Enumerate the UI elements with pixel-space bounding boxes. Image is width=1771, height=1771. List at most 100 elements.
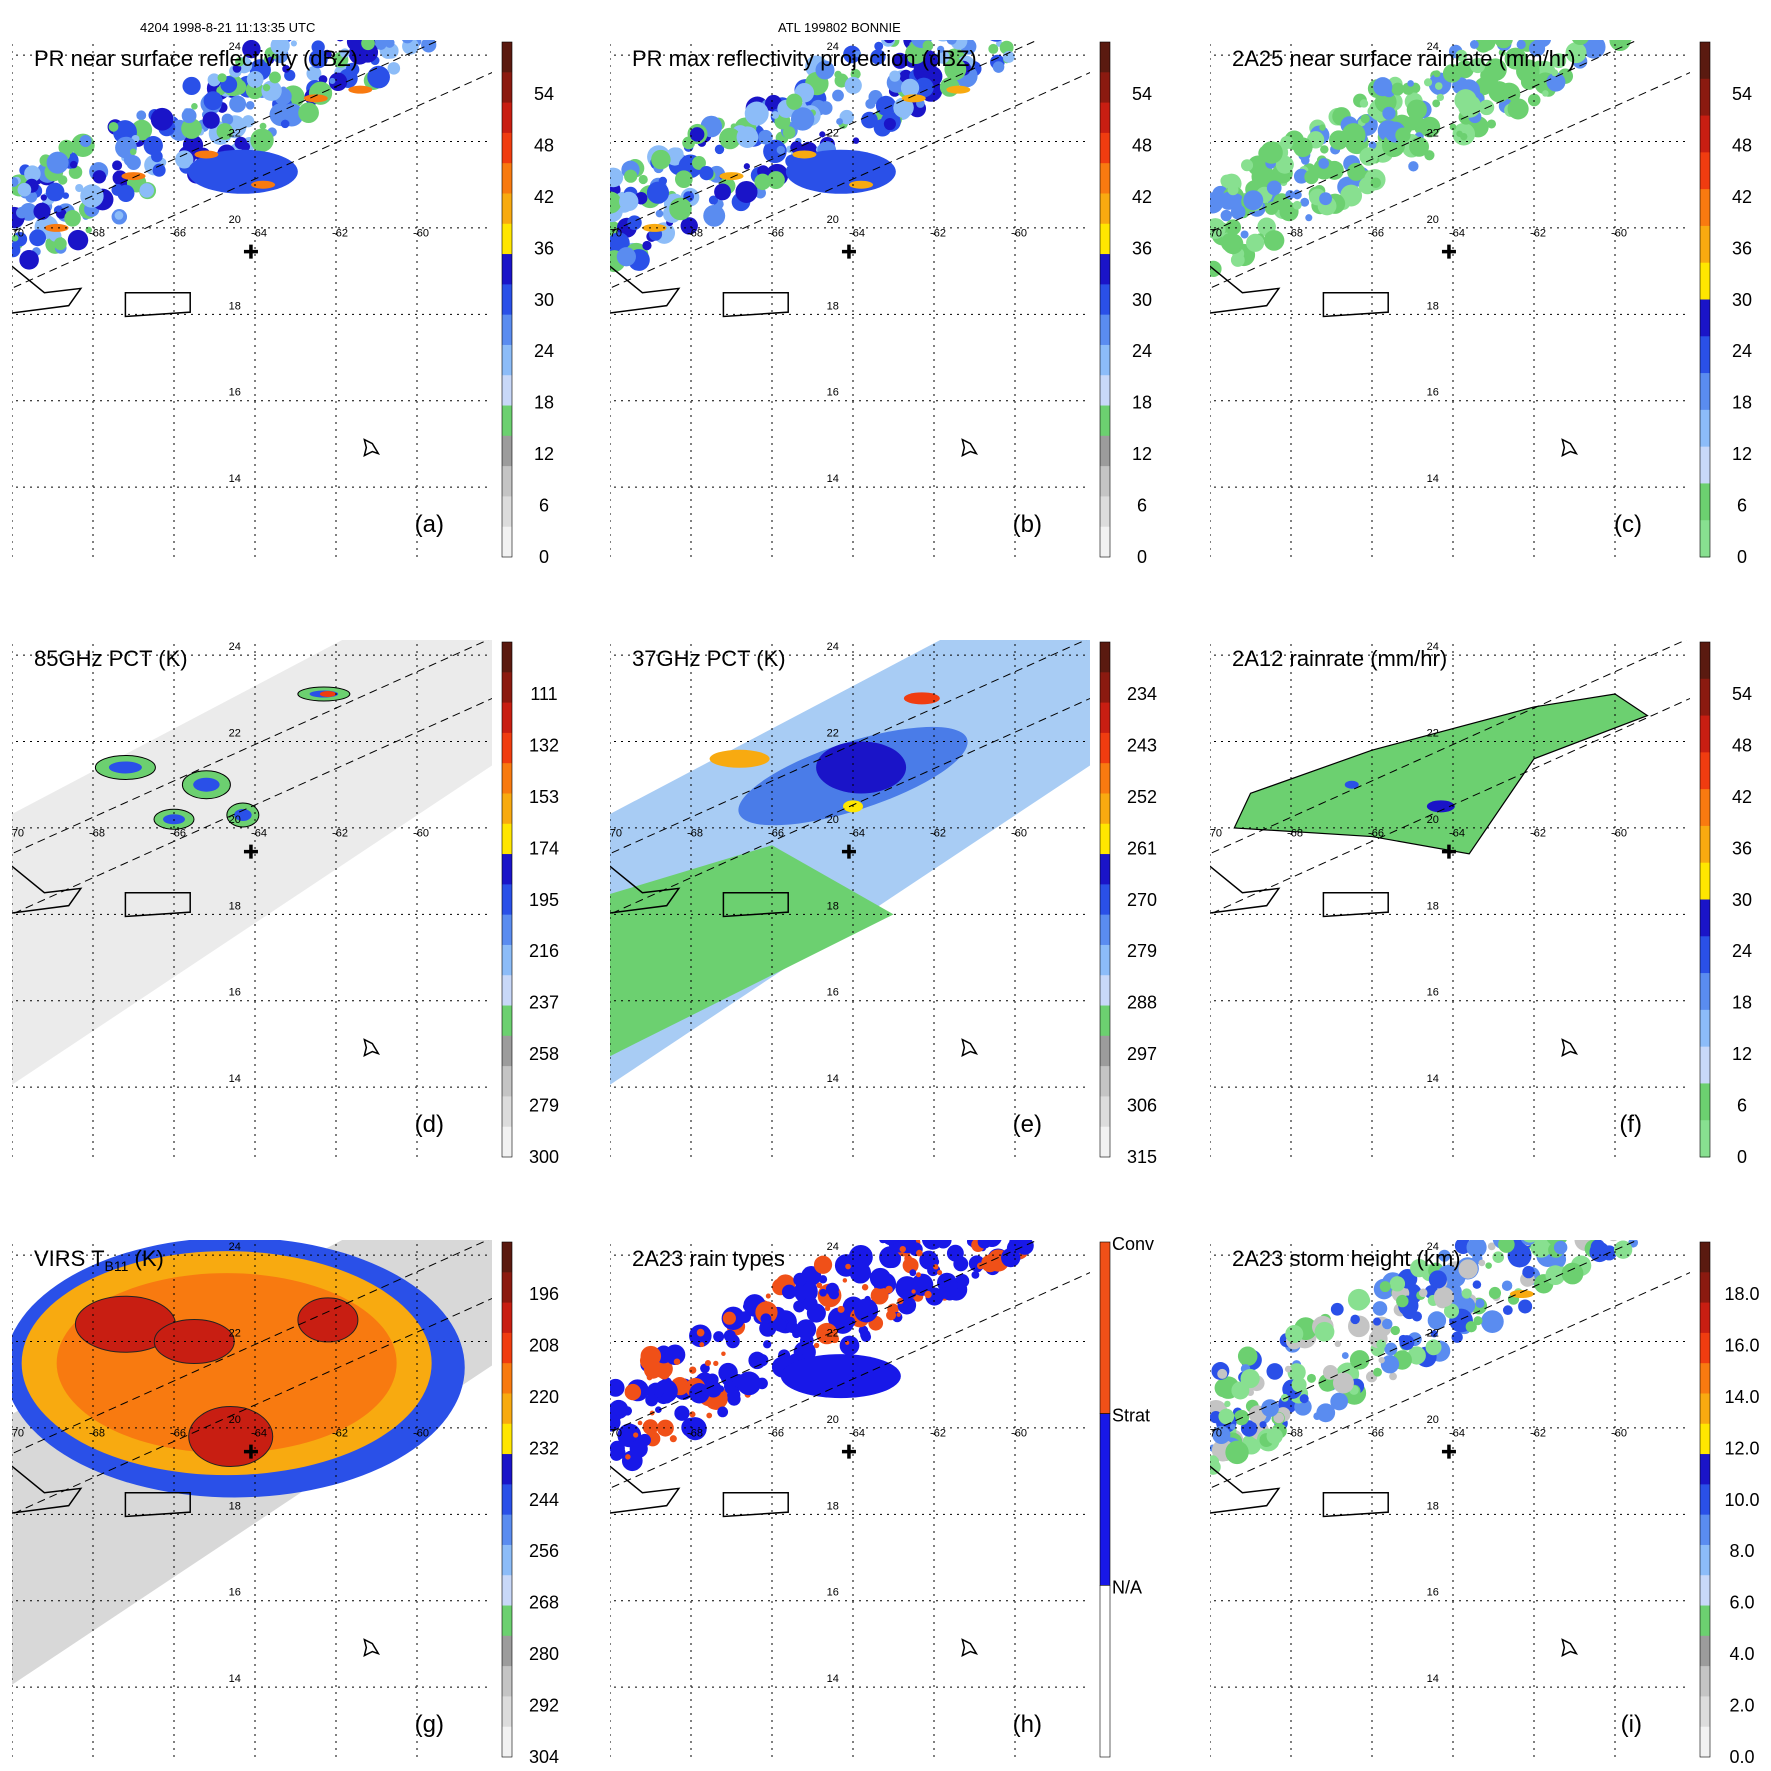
rain-echo (1407, 1346, 1426, 1365)
rain-echo (1565, 42, 1587, 64)
longitude-label: -60 (413, 828, 429, 840)
puerto-rico-coastline (722, 891, 789, 918)
stratiform-area (780, 1354, 901, 1399)
rain-echo (781, 1284, 797, 1300)
colorbar-tick-label: 36 (1732, 238, 1752, 258)
rain-echo (182, 76, 201, 96)
rain-echo (1569, 1209, 1592, 1232)
rain-echo (306, 66, 322, 81)
rain-echo (1332, 1372, 1354, 1394)
latitude-label: 18 (1427, 1500, 1439, 1512)
rain-echo (1566, 1192, 1580, 1206)
rain-echo (624, 1383, 642, 1401)
rain-echo (262, 84, 271, 92)
storm-center-icon (243, 844, 258, 859)
colorbar-band (502, 793, 512, 825)
rain-echo (331, 15, 339, 23)
map-area: -70 -68 -66 -64 -62 -60 14 16 18 20 22 24 (610, 1171, 1090, 1760)
colorbar-band (1100, 1005, 1110, 1037)
hispaniola-coastline (1210, 865, 1281, 914)
rain-echo (758, 129, 773, 145)
colorbar-tick-label: 0 (1737, 1147, 1747, 1167)
colorbar-tick-label: 54 (534, 84, 554, 104)
colorbar-band (1700, 1454, 1710, 1485)
rain-echo (922, 1223, 932, 1233)
convective-echo (194, 150, 219, 159)
rain-echo (1028, 12, 1038, 22)
longitude-label: -70 (1206, 1428, 1222, 1440)
rain-echo (645, 1393, 659, 1407)
rain-echo (55, 205, 63, 213)
colorbar-tick-label: 244 (529, 1490, 559, 1510)
colorbar-band (502, 1126, 512, 1158)
rain-echo (973, 1191, 996, 1214)
longitude-label: -66 (170, 828, 186, 840)
rain-echo (1284, 1365, 1292, 1373)
rain-echo (1497, 1220, 1506, 1229)
rain-echo (839, 109, 855, 125)
colorbar-band (502, 1096, 512, 1128)
rain-echo (1433, 70, 1441, 78)
colorbar-frame (1699, 641, 1711, 1158)
colorbar: 54 48 42 36 30 24 18 12 6 0 (1099, 41, 1152, 567)
rain-echo (53, 237, 67, 251)
latitude-label: 14 (827, 473, 839, 485)
rain-echo (1018, 1220, 1026, 1228)
convective-pixel (669, 1435, 677, 1443)
colorbar-label: Conv (1112, 1234, 1154, 1254)
colorbar-band (502, 854, 512, 885)
rain-echo (1518, 1299, 1533, 1314)
rain-echo (1350, 1314, 1360, 1325)
colorbar: 54 48 42 36 30 24 18 12 6 0 (501, 41, 554, 567)
rain-echo (832, 89, 844, 102)
latitude-label: 24 (1427, 641, 1439, 653)
rain-echo (717, 1385, 725, 1393)
rain-echo (374, 40, 387, 50)
rain-echo (999, 40, 1014, 55)
colorbar-band (502, 1242, 512, 1273)
rain-echo (909, 1269, 917, 1277)
rain-echo (1524, 18, 1540, 34)
rain-echo (421, 40, 437, 53)
rain-echo (1617, 1179, 1630, 1192)
convective-pixel (646, 1374, 653, 1381)
latitude-label: 16 (1427, 1587, 1439, 1599)
map-area: -70 -68 -66 -64 -62 -60 14 16 18 20 22 24 (610, 12, 1090, 560)
rain-echo (995, 19, 1005, 29)
panel-letter: (b) (1013, 511, 1042, 538)
rain-echo (386, 0, 406, 14)
panel-letter: (h) (1013, 1711, 1042, 1738)
rain-echo (803, 1296, 818, 1312)
rain-echo (308, 49, 328, 69)
colorbar-frame (1099, 41, 1111, 558)
colorbar-band (1700, 1666, 1710, 1697)
colorbar-band (1700, 678, 1710, 717)
rain-echo (1330, 1392, 1349, 1411)
colorbar-tick-label: 237 (529, 993, 559, 1013)
rain-echo (992, 1189, 1000, 1197)
rain-echo (328, 72, 348, 92)
rain-echo (1582, 29, 1588, 35)
rain-echo (1494, 1215, 1511, 1232)
convective-core (193, 777, 220, 792)
colorbar-band (502, 1605, 512, 1637)
rain-echo (860, 1331, 872, 1342)
rain-echo (1001, 1247, 1021, 1268)
rain-echo (1615, 1166, 1636, 1187)
colorbar-band (1100, 102, 1110, 134)
rain-echo (1011, 1171, 1030, 1190)
hispaniola-coastline (610, 1465, 681, 1514)
colorbar-tick-label: 306 (1127, 1096, 1157, 1116)
rain-echo (1623, 1157, 1642, 1176)
rain-echo (1391, 82, 1405, 96)
rain-echo (1360, 1323, 1368, 1332)
colorbar-band (1100, 854, 1110, 885)
rain-echo (1458, 1259, 1478, 1279)
panel-letter: (g) (415, 1711, 444, 1738)
colorbar-tick-label: 42 (1732, 787, 1752, 807)
rain-echo (642, 240, 652, 251)
rain-echo (998, 22, 1008, 32)
latitude-label: 20 (229, 214, 241, 226)
rain-echo (270, 40, 290, 56)
